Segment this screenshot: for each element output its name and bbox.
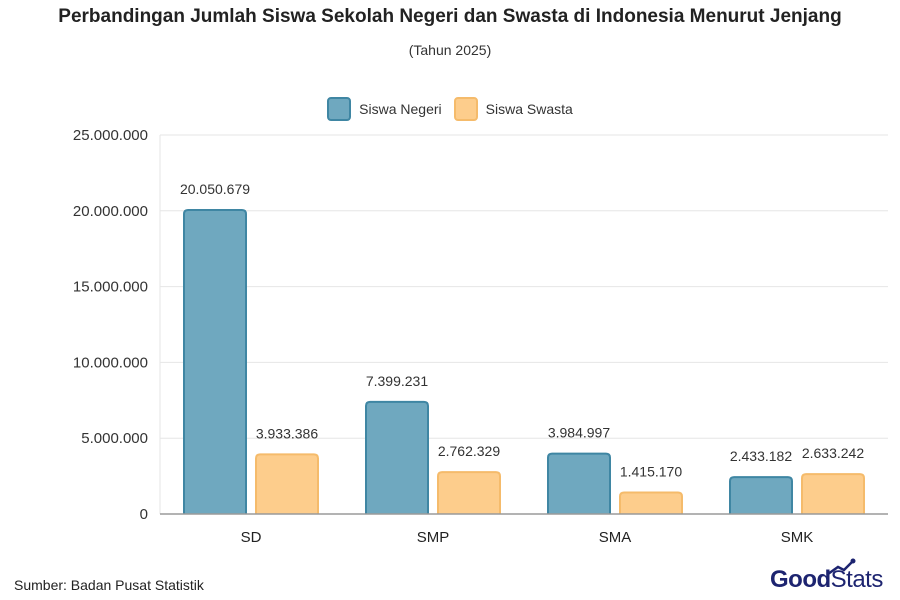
source-note: Sumber: Badan Pusat Statistik [14,577,204,593]
data-label: 2.633.242 [802,445,864,461]
y-tick-label: 20.000.000 [73,203,148,220]
y-tick-label: 25.000.000 [73,127,148,144]
bar-negeri [729,476,793,514]
data-label: 1.415.170 [620,464,682,480]
goodstats-logo: GoodStats [770,558,884,594]
chart-subtitle: (Tahun 2025) [408,42,492,58]
trend-spark-icon [827,558,856,576]
data-label: 3.984.997 [548,425,610,441]
legend-item-negeri[interactable]: Siswa Negeri [327,97,442,121]
data-label: 2.762.329 [438,443,500,459]
bar-negeri [547,452,611,514]
bar-swasta [255,453,319,514]
data-label: 7.399.231 [366,373,428,389]
y-tick-label: 15.000.000 [73,279,148,296]
bar-negeri [183,209,247,514]
data-label: 2.433.182 [730,448,792,464]
x-tick-label: SMK [781,529,814,546]
legend-label-swasta: Siswa Swasta [485,101,573,117]
bar-negeri [365,400,429,514]
legend: Siswa Negeri Siswa Swasta [0,97,900,121]
x-tick-label: SMP [417,529,450,546]
legend-item-swasta[interactable]: Siswa Swasta [453,97,573,121]
logo-good-text: Good [770,566,831,593]
y-tick-label: 10.000.000 [73,354,148,371]
y-tick-label: 0 [140,506,148,523]
bar-swasta [437,471,501,514]
x-tick-label: SMA [599,529,632,546]
y-tick-label: 5.000.000 [81,430,148,447]
legend-swatch-negeri [327,97,352,121]
chart-title: Perbandingan Jumlah Siswa Sekolah Negeri… [58,6,842,27]
legend-label-negeri: Siswa Negeri [359,101,442,117]
bar-swasta [801,473,865,514]
logo-stats-text: Stats [830,566,884,593]
data-label: 20.050.679 [180,181,250,197]
legend-swatch-swasta [453,97,478,121]
bar-swasta [619,491,683,514]
x-tick-label: SD [241,529,262,546]
data-label: 3.933.386 [256,425,318,441]
